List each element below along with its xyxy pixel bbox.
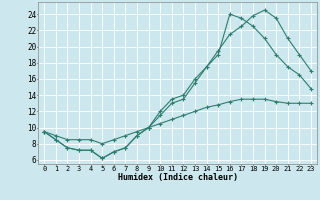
- X-axis label: Humidex (Indice chaleur): Humidex (Indice chaleur): [118, 173, 238, 182]
